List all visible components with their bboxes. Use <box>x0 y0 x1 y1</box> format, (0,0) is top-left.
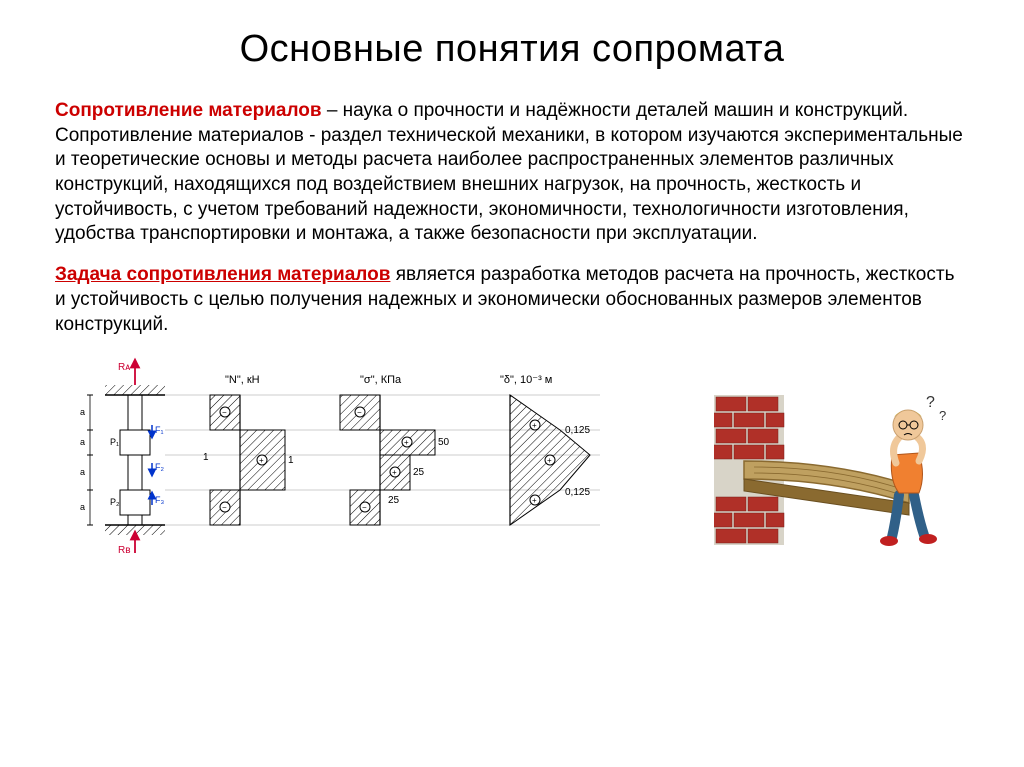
svg-text:25: 25 <box>388 495 400 506</box>
svg-text:−: − <box>222 408 227 417</box>
svg-text:+: + <box>259 456 264 465</box>
image-row: Rᴀ Rв P₁ P₂ F₁ F₂ F₃ <box>55 355 969 555</box>
svg-text:1: 1 <box>288 455 294 466</box>
svg-text:+: + <box>532 496 537 505</box>
para1-rest: – наука о прочности и надёжности деталей… <box>322 100 909 121</box>
lead-term-1: Сопротивление материалов <box>55 100 322 121</box>
svg-text:F₂: F₂ <box>155 462 164 472</box>
svg-text:50: 50 <box>438 437 450 448</box>
svg-text:+: + <box>392 468 397 477</box>
svg-text:P₁: P₁ <box>110 437 119 447</box>
column-N: "N", кН − + 1 − 1 <box>203 374 294 525</box>
para1b-text: Сопротивление материалов - раздел технич… <box>55 125 963 245</box>
svg-text:−: − <box>222 503 227 512</box>
svg-text:1: 1 <box>203 452 209 463</box>
paragraph-1: Сопротивление материалов – наука о прочн… <box>55 99 969 247</box>
svg-text:"N", кН: "N", кН <box>225 374 260 386</box>
lead-term-2: Задача сопротивления материалов <box>55 264 390 285</box>
svg-text:−: − <box>362 503 367 512</box>
svg-text:Rᴀ: Rᴀ <box>118 362 130 373</box>
svg-text:+: + <box>532 421 537 430</box>
svg-text:+: + <box>404 438 409 447</box>
svg-text:+: + <box>547 456 552 465</box>
svg-text:F₁: F₁ <box>155 425 164 435</box>
svg-text:"δ", 10⁻³ м: "δ", 10⁻³ м <box>500 374 552 386</box>
svg-text:"σ", КПа: "σ", КПа <box>360 374 402 386</box>
svg-text:−: − <box>357 408 362 417</box>
svg-text:?: ? <box>926 394 935 411</box>
slide-container: Основные понятия сопромата Сопротивление… <box>0 0 1024 767</box>
person: ? ? <box>880 394 946 546</box>
svg-text:Rв: Rв <box>118 545 131 555</box>
svg-text:25: 25 <box>413 467 425 478</box>
paragraph-2: Задача сопротивления материалов является… <box>55 263 969 337</box>
svg-text:a: a <box>80 467 85 477</box>
cantilever-cartoon: ? ? <box>714 365 964 555</box>
svg-text:F₃: F₃ <box>155 495 164 505</box>
svg-text:?: ? <box>939 408 946 423</box>
column-bar: Rᴀ Rв P₁ P₂ F₁ F₂ F₃ <box>80 362 165 555</box>
column-sigma: "σ", КПа − + 50 + 25 − 25 <box>340 374 450 525</box>
svg-text:P₂: P₂ <box>110 497 120 507</box>
svg-text:a: a <box>80 407 85 417</box>
svg-text:0,125: 0,125 <box>565 487 590 498</box>
column-delta: "δ", 10⁻³ м + + + 0,125 0,125 <box>500 374 590 525</box>
svg-text:a: a <box>80 437 85 447</box>
page-title: Основные понятия сопромата <box>55 28 969 71</box>
stress-diagram: Rᴀ Rв P₁ P₂ F₁ F₂ F₃ <box>60 355 620 555</box>
svg-text:0,125: 0,125 <box>565 425 590 436</box>
svg-text:a: a <box>80 502 85 512</box>
